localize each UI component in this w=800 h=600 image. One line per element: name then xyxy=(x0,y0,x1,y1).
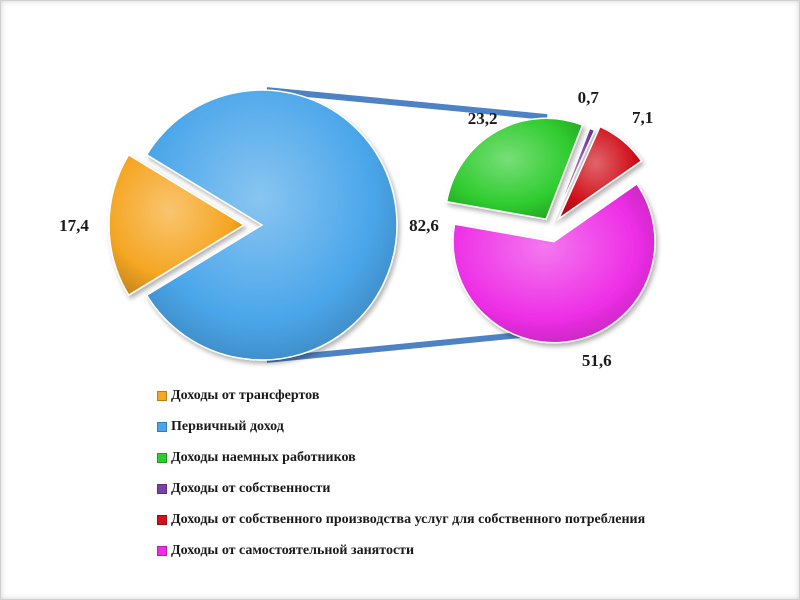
connector-bottom-line xyxy=(266,329,544,363)
slice-доходы-от-собственного-производства-услуг-для-собственного-потребления xyxy=(556,125,643,221)
slice-первичный-доход xyxy=(145,89,398,361)
slice-доходы-наемных-работников xyxy=(445,117,584,221)
value-label-доходы-от-собственности: 0,7 xyxy=(578,88,600,107)
legend-swatch xyxy=(157,545,167,556)
value-label-доходы-наемных-работников: 23,2 xyxy=(468,109,498,128)
legend-item-первичный-доход: Первичный доход xyxy=(157,411,645,442)
legend-item-доходы-от-самостоятельной-занятости: Доходы от самостоятельной занятости xyxy=(157,535,645,566)
legend-item-доходы-от-трансфертов: Доходы от трансфертов xyxy=(157,380,645,411)
chart-legend: Доходы от трансфертов Первичный доход Дохо… xyxy=(157,380,645,566)
legend-swatch xyxy=(157,452,167,463)
value-label-первичный-доход: 82,6 xyxy=(409,216,439,235)
value-label-доходы-от-трансфертов: 17,4 xyxy=(59,216,89,235)
legend-item-доходы-от-собственности: Доходы от собственности xyxy=(157,473,645,504)
legend-swatch xyxy=(157,514,167,525)
legend-label: Доходы от трансфертов xyxy=(171,387,320,403)
legend-swatch xyxy=(157,483,167,494)
value-label-доходы-от-самостоятельной-занятости: 51,6 xyxy=(582,351,612,370)
slice-доходы-от-собственности xyxy=(552,127,596,223)
legend-item-доходы-наемных-работников: Доходы наемных работников xyxy=(157,442,645,473)
legend-label: Доходы наемных работников xyxy=(171,449,356,465)
legend-swatch xyxy=(157,390,167,401)
legend-label: Доходы от самостоятельной занятости xyxy=(171,542,415,558)
legend-item-доходы-от-собственного-производства-услуг-для-собственного-потребления: Доходы от собственного производства услу… xyxy=(157,504,645,535)
slice-доходы-от-трансфертов xyxy=(108,153,246,297)
legend-label: Первичный доход xyxy=(171,418,284,434)
connector-top-line xyxy=(266,87,548,121)
legend-swatch xyxy=(157,421,167,432)
value-label-доходы-от-собственного-производства-услуг-для-собственного-потребления: 7,1 xyxy=(632,108,653,127)
slice-доходы-от-самостоятельной-занятости xyxy=(452,182,656,344)
legend-label: Доходы от собственности xyxy=(171,480,331,496)
legend-label: Доходы от собственного производства услу… xyxy=(171,511,646,527)
